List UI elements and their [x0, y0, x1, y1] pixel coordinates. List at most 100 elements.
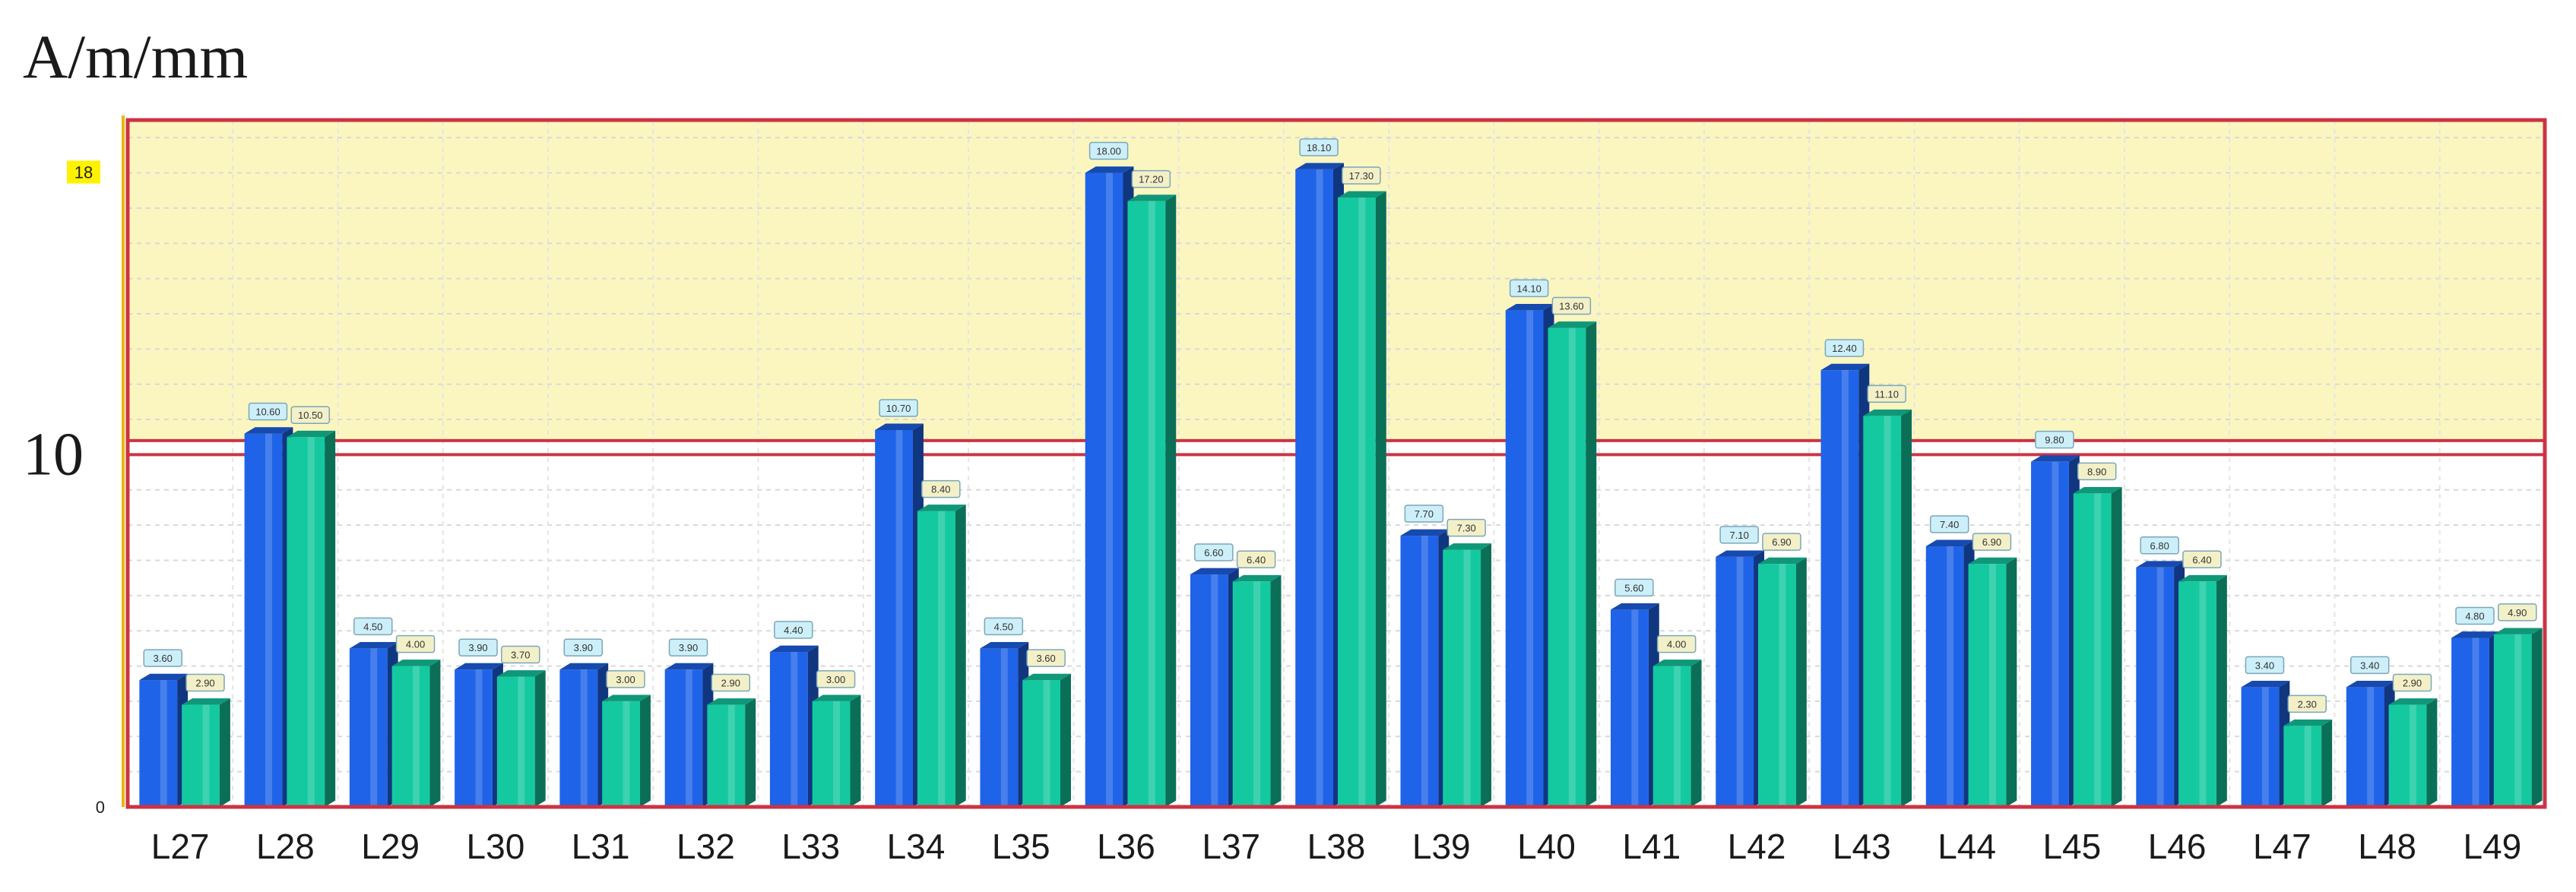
bar-front [2136, 567, 2175, 807]
bar-top [1968, 557, 2017, 565]
data-label-box [606, 670, 645, 688]
bar-shine [1568, 327, 1576, 807]
bar-L46-s1 [2136, 561, 2185, 807]
bar-top [1295, 163, 1344, 169]
data-label: 4.80 [2465, 610, 2484, 622]
bar-front [2451, 637, 2489, 807]
data-label: 2.90 [721, 678, 740, 689]
data-label-box [2392, 673, 2432, 692]
data-label-box [2287, 694, 2327, 713]
bar-L41-s1 [1611, 603, 1659, 807]
data-label-box [1131, 169, 1171, 188]
bar-L46-s2 [2178, 574, 2227, 807]
x-tick-label: L49 [2463, 827, 2521, 866]
data-label: 4.00 [406, 639, 425, 650]
bar-L39-s2 [1443, 543, 1492, 807]
bar-side [1690, 660, 1702, 807]
bar-front [2346, 687, 2384, 807]
bar-top [1505, 303, 1554, 311]
bar-top [2031, 455, 2080, 462]
bar-L35-s1 [980, 641, 1029, 807]
bar-shine [623, 701, 630, 807]
bar-shine [1947, 546, 1954, 807]
bar-front [559, 669, 598, 807]
bar-front [812, 701, 851, 807]
bar-shine [265, 433, 272, 807]
bar-L29-s2 [391, 660, 441, 807]
data-label-box [1194, 543, 1234, 561]
bar-shine [202, 704, 210, 807]
bar-shine [1253, 581, 1261, 807]
data-label-box [2035, 430, 2074, 449]
bar-L45-s1 [2031, 455, 2080, 807]
bar-top [1190, 568, 1239, 575]
bar-L33-s1 [769, 645, 819, 807]
data-label: 10.60 [255, 406, 280, 418]
bar-top [812, 694, 861, 701]
bar-shine [895, 429, 903, 807]
bar-shine [2409, 704, 2416, 807]
bar-side [1586, 321, 1597, 808]
bar-shine [1000, 648, 1008, 807]
bar-front [1400, 536, 1439, 807]
data-label-box [1026, 649, 1066, 667]
bar-front [244, 433, 283, 807]
bar-L43-s1 [1820, 363, 1870, 808]
bar-front [1127, 201, 1166, 808]
x-tick-label: L45 [2042, 827, 2101, 866]
bar-front [391, 666, 430, 807]
x-tick-label: L36 [1097, 827, 1155, 866]
bar-side [2321, 719, 2333, 807]
bar-front [664, 669, 703, 807]
data-label-box [2349, 656, 2390, 675]
data-label-box [563, 638, 604, 656]
bar-front [2031, 461, 2069, 807]
bar-top [664, 663, 714, 670]
bar-shine [1736, 556, 1744, 807]
bar-front [139, 680, 178, 807]
data-label-box [1236, 550, 1276, 569]
data-label: 9.80 [2045, 435, 2064, 446]
bar-L38-s2 [1338, 191, 1386, 808]
bar-front [182, 704, 220, 807]
data-label: 6.80 [2150, 540, 2169, 552]
data-label: 3.00 [826, 674, 845, 685]
bar-L27-s2 [182, 698, 230, 807]
bar-top [1863, 410, 1912, 416]
bar-top [1400, 529, 1450, 536]
x-tick-label: L41 [1622, 827, 1681, 866]
bar-L37-s1 [1190, 568, 1239, 807]
bar-shine [2304, 726, 2311, 807]
data-label: 18.10 [1307, 142, 1332, 153]
data-label: 3.40 [2255, 660, 2274, 671]
data-label-box [1867, 384, 1906, 403]
bar-side [1165, 195, 1177, 807]
data-label: 10.70 [886, 403, 911, 414]
bar-top [287, 430, 336, 438]
data-label: 3.90 [468, 642, 487, 653]
data-label: 12.40 [1832, 343, 1857, 354]
bar-front [287, 437, 325, 807]
bar-top [2241, 680, 2290, 688]
data-label: 4.90 [2508, 607, 2527, 618]
bar-L34-s2 [917, 505, 966, 807]
bar-L28-s1 [244, 427, 293, 807]
data-label: 3.60 [1036, 653, 1055, 664]
data-label: 8.90 [2087, 466, 2106, 477]
bar-front [602, 701, 640, 807]
data-label-box [1551, 296, 1592, 315]
data-label: 14.10 [1516, 283, 1541, 294]
data-label-box [1299, 138, 1339, 157]
x-tick-label: L44 [1938, 827, 1996, 866]
bar-side [1901, 410, 1912, 807]
x-tick-label: L35 [992, 827, 1050, 866]
bar-top [1652, 660, 1702, 666]
bar-top [1338, 191, 1386, 198]
bar-front [2493, 634, 2532, 807]
bar-front [496, 676, 535, 807]
bar-front [1443, 549, 1481, 807]
bar-L30-s2 [496, 670, 546, 807]
bar-side [2006, 557, 2017, 807]
bar-front [1863, 416, 1902, 807]
bar-shine [160, 680, 167, 807]
